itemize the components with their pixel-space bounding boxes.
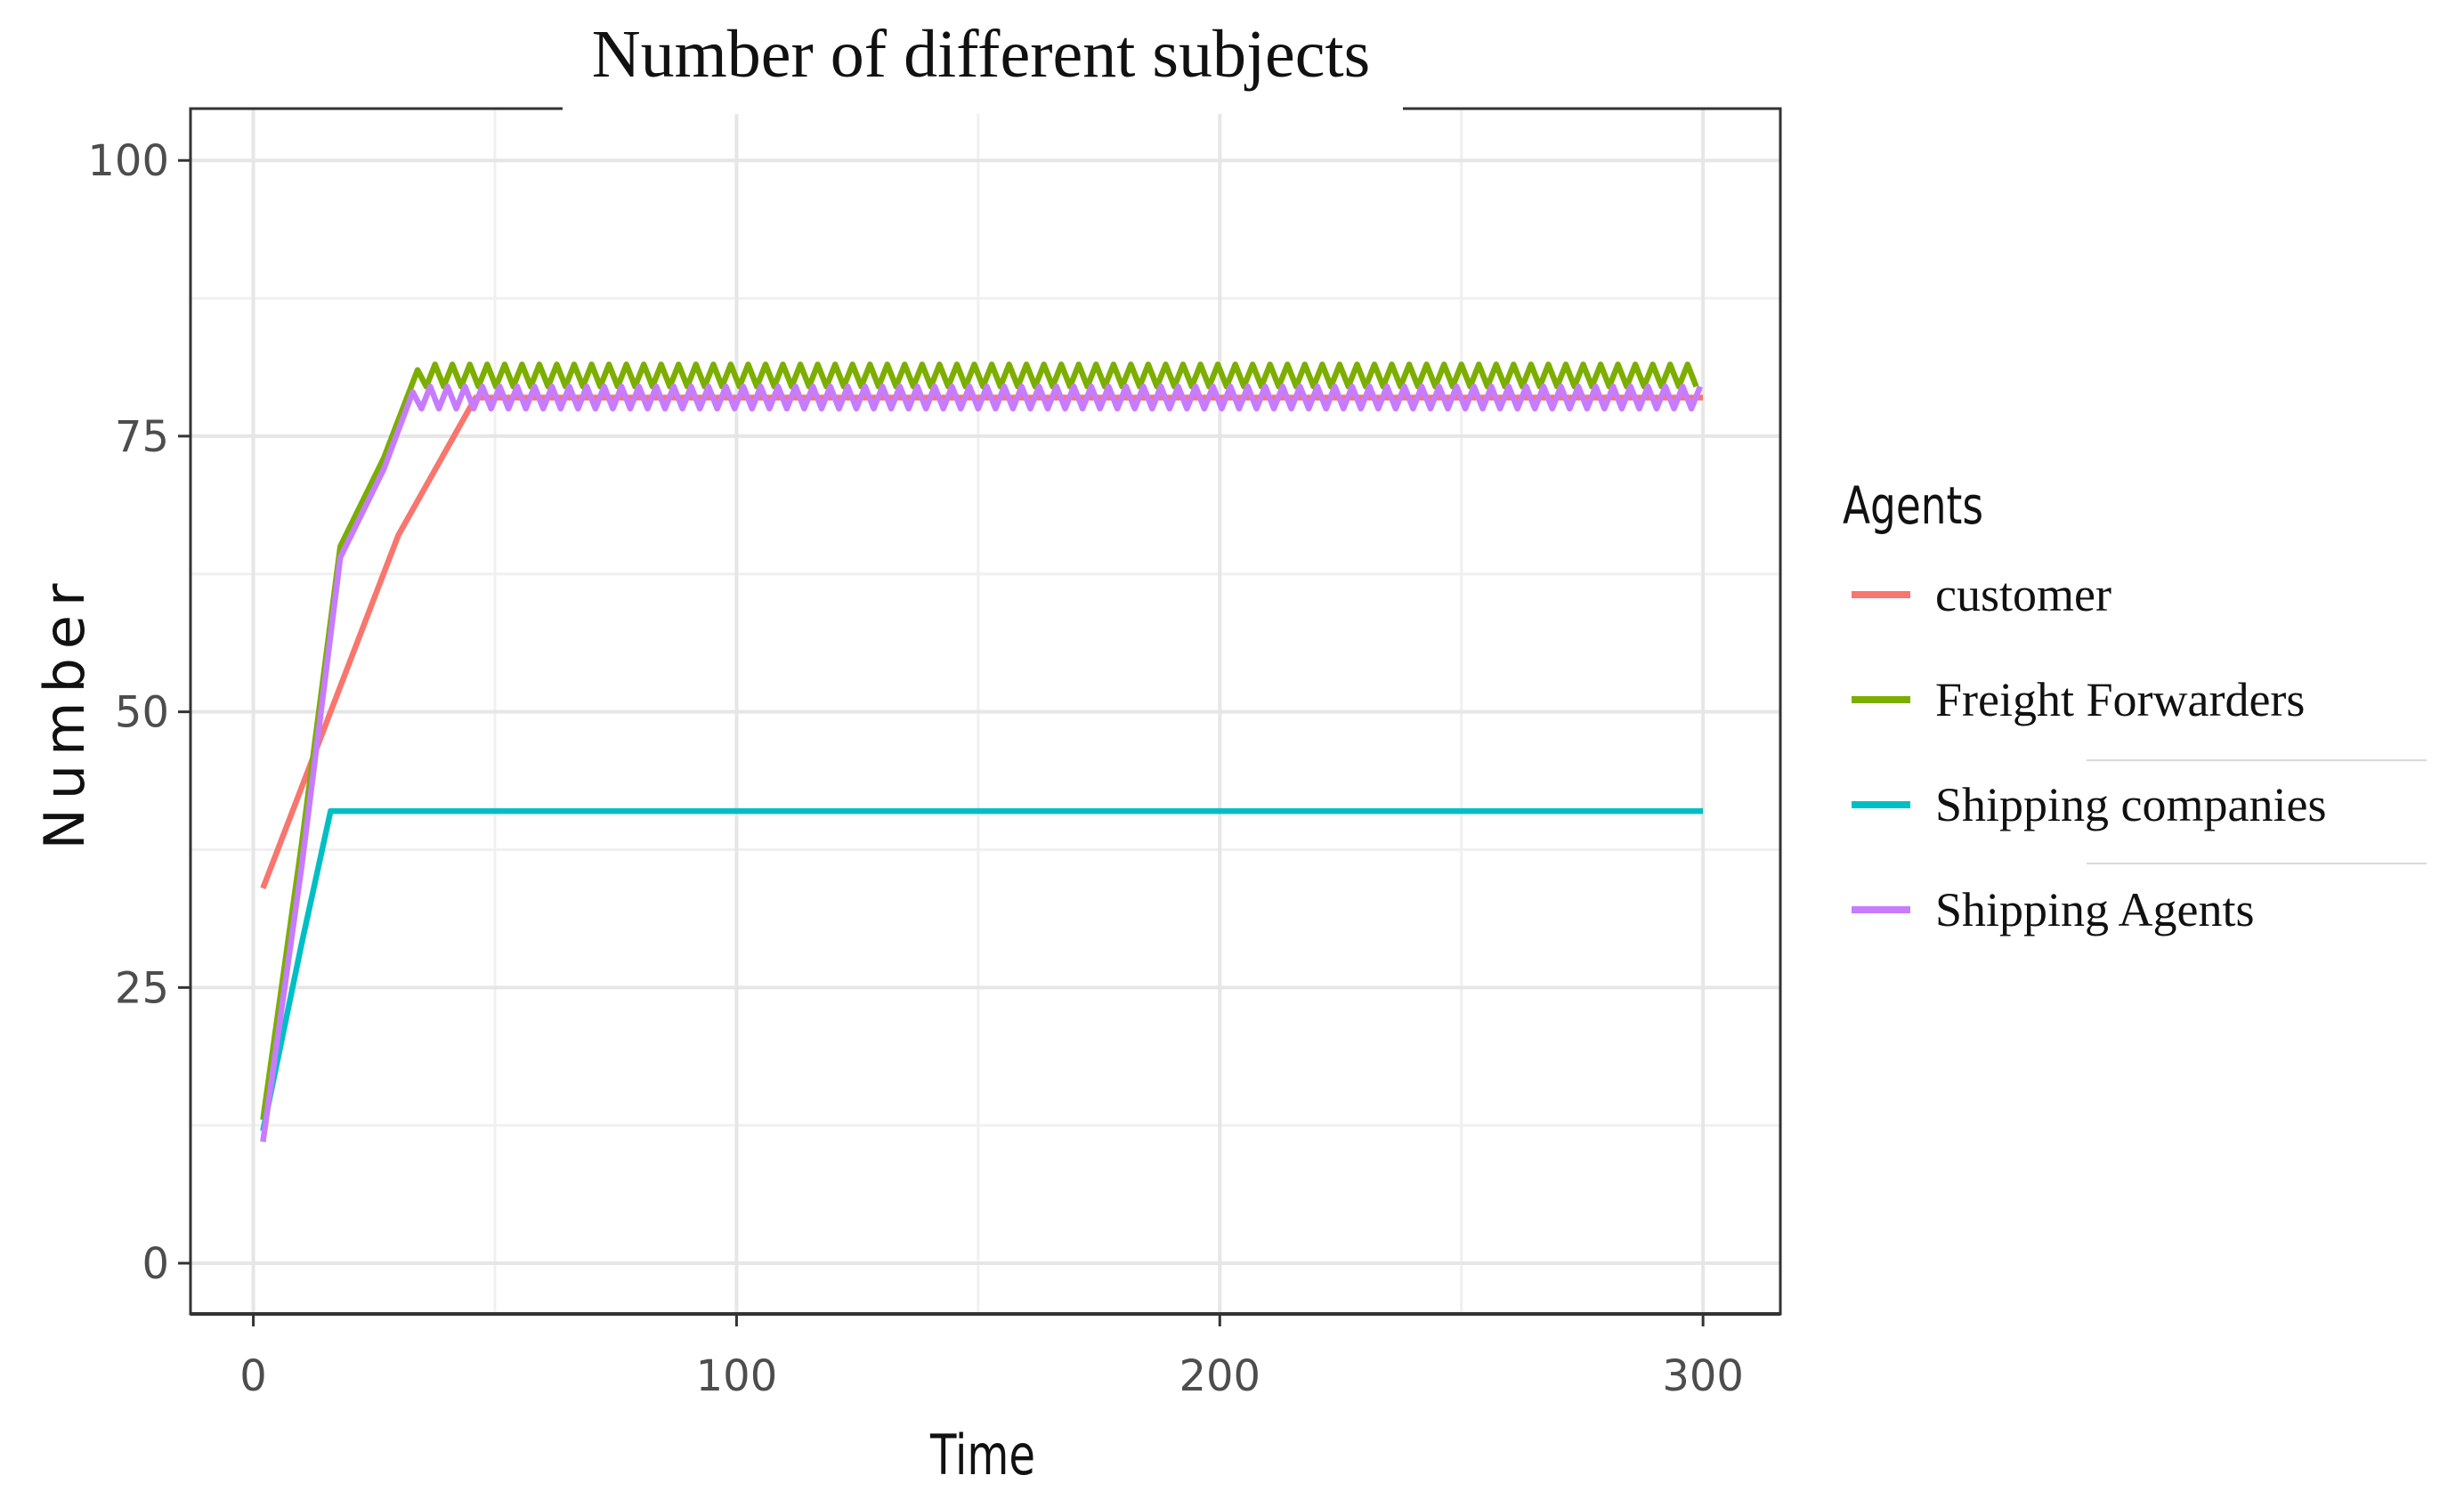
legend-items: customer Freight Forwarders Shipping compa… — [1852, 568, 2427, 936]
series-line-shipping-companies — [260, 807, 1704, 1132]
legend-label-shipping-agents: Shipping Agents — [1935, 883, 2255, 936]
series-line-freight-forwarders — [260, 361, 1699, 1121]
legend-label-freight-forwarders: Freight Forwarders — [1935, 673, 2305, 726]
x-tick-label: 300 — [1662, 1351, 1744, 1401]
x-tick-label: 0 — [239, 1351, 267, 1401]
legend: Agents customer Freight Forwarders Shippin… — [1843, 475, 2427, 936]
x-tick-label: 100 — [696, 1351, 778, 1401]
x-axis: 0 100 200 300 — [239, 1314, 1744, 1401]
x-axis-label: Time — [929, 1423, 1035, 1488]
y-tick-label: 100 — [87, 136, 169, 186]
y-tick-label: 0 — [142, 1239, 169, 1289]
legend-label-shipping-companies: Shipping companies — [1935, 778, 2326, 831]
x-tick-label: 200 — [1179, 1351, 1260, 1401]
y-tick-label: 25 — [115, 963, 169, 1013]
title-backdrop — [563, 0, 1403, 114]
y-tick-label: 50 — [115, 688, 169, 738]
y-axis: 0 25 50 75 100 — [87, 136, 190, 1289]
minor-gridlines — [190, 109, 1780, 1314]
series-line-shipping-agents — [260, 383, 1703, 1143]
chart-title-group: Number of different subjects — [563, 0, 1403, 114]
major-gridlines — [190, 109, 1780, 1314]
legend-title: Agents — [1843, 475, 1983, 536]
series-lines — [260, 361, 1704, 1143]
legend-label-customer: customer — [1935, 568, 2111, 621]
y-axis-label: Number — [32, 574, 97, 849]
chart-title: Number of different subjects — [592, 17, 1370, 92]
y-tick-label: 75 — [115, 412, 169, 462]
